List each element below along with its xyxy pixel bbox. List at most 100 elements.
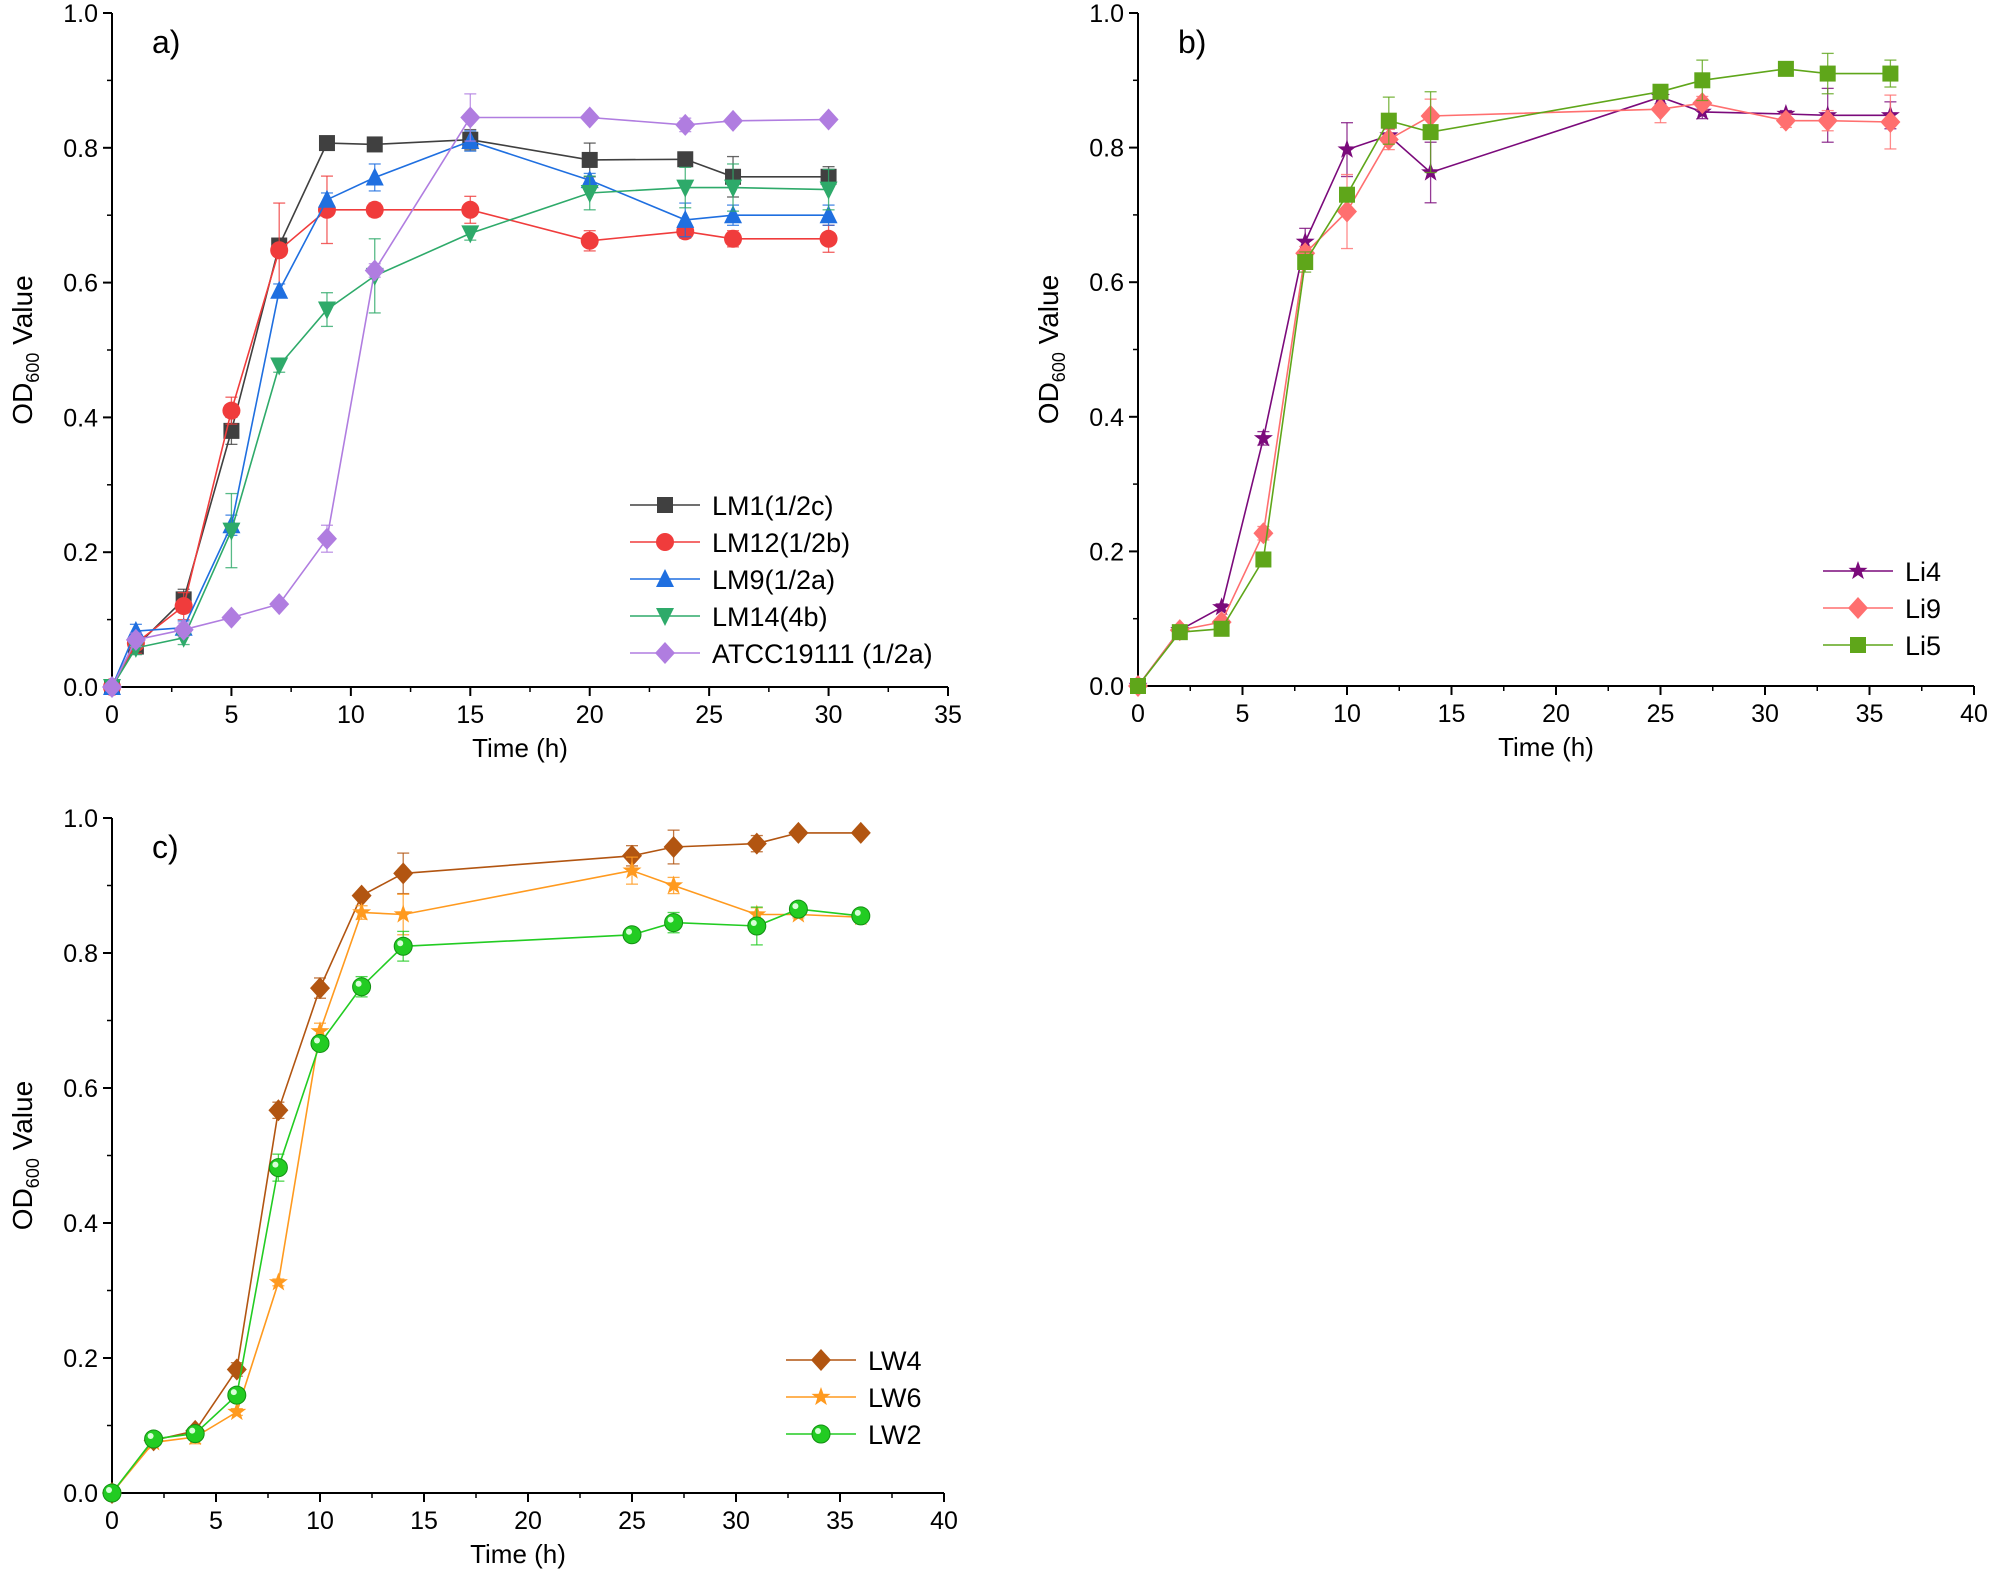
series-line [1137, 68, 1891, 687]
data-point-highlight [147, 1433, 154, 1439]
data-point [366, 136, 383, 153]
legend-item: LM1(1/2c) [630, 491, 834, 521]
data-point [1295, 231, 1315, 250]
x-tick-label: 40 [930, 1507, 958, 1535]
legend-label: LM9(1/2a) [712, 565, 835, 595]
legend-marker [1848, 597, 1868, 619]
x-tick-label: 25 [695, 701, 723, 729]
data-point [1817, 109, 1838, 132]
data-point-highlight [355, 980, 362, 987]
legend-marker [655, 642, 675, 664]
x-tick-label: 40 [1960, 700, 1988, 728]
legend-item: LM9(1/2a) [630, 565, 835, 595]
legend-item: Li5 [1823, 631, 1941, 661]
y-tick-label: 0.4 [63, 404, 98, 432]
legend-label: ATCC19111 (1/2a) [712, 639, 933, 669]
panel-label: c) [152, 829, 179, 865]
data-point [723, 109, 744, 132]
data-point [664, 875, 684, 894]
legend-marker [811, 1387, 831, 1406]
data-point [724, 179, 743, 198]
data-point [1212, 597, 1232, 616]
data-point [622, 860, 642, 879]
series-li9 [1128, 92, 1901, 697]
data-point [1380, 112, 1397, 129]
data-point-highlight [272, 1161, 279, 1168]
data-point [819, 229, 838, 248]
y-tick-label: 0.0 [1089, 673, 1124, 701]
series-line [111, 832, 861, 1494]
data-point-highlight [750, 920, 757, 926]
data-point [1777, 60, 1794, 77]
legend-label: LW4 [868, 1346, 922, 1376]
legend-label: Li4 [1905, 557, 1941, 587]
data-point [1253, 428, 1273, 447]
data-point [724, 205, 743, 224]
legend-marker [1848, 561, 1868, 580]
x-tick-label: 0 [105, 1507, 119, 1535]
data-point [1171, 624, 1188, 641]
x-tick-label: 30 [722, 1507, 750, 1535]
data-point [581, 151, 598, 168]
data-point [1694, 72, 1711, 89]
legend-label: LW6 [868, 1383, 922, 1413]
data-point [788, 899, 808, 919]
data-point-highlight [626, 928, 632, 935]
x-tick-label: 0 [105, 701, 119, 729]
y-tick-label: 0.2 [63, 539, 98, 567]
data-point [144, 1429, 164, 1449]
x-tick-label: 10 [306, 1507, 334, 1535]
data-point [222, 401, 241, 420]
data-point [1130, 678, 1146, 694]
data-point [270, 357, 289, 376]
data-point [393, 936, 413, 956]
legend-label: LW2 [868, 1420, 922, 1450]
data-point [226, 1358, 247, 1381]
x-tick-label: 0 [1131, 700, 1145, 728]
legend-label: LM12(1/2b) [712, 528, 850, 558]
data-point [269, 593, 290, 616]
data-point [268, 1099, 289, 1122]
data-point [268, 1158, 288, 1178]
x-tick-label: 15 [1438, 700, 1466, 728]
data-point [818, 108, 839, 131]
x-tick-label: 35 [826, 1507, 854, 1535]
data-point [1337, 139, 1357, 158]
x-tick-label: 10 [337, 701, 365, 729]
data-point [351, 884, 372, 907]
x-axis-label: Time (h) [472, 733, 568, 763]
data-point [393, 862, 414, 885]
data-point [227, 1402, 247, 1421]
data-point [580, 231, 599, 250]
series-line [111, 908, 861, 1494]
x-tick-label: 15 [410, 1507, 438, 1535]
data-point [1882, 65, 1899, 82]
series-line [1137, 102, 1891, 687]
data-point [851, 906, 871, 926]
y-axis-label: OD600 Value [7, 275, 43, 424]
y-tick-label: 0.4 [1089, 404, 1124, 432]
data-point [747, 916, 767, 936]
data-point [185, 1424, 205, 1444]
data-point [788, 821, 809, 844]
legend-label: Li9 [1905, 594, 1941, 624]
data-point [365, 167, 384, 186]
y-tick-label: 0.8 [63, 135, 98, 163]
x-tick-label: 20 [1542, 700, 1570, 728]
data-point [1819, 65, 1836, 82]
legend-marker [656, 608, 674, 626]
data-point-highlight [230, 1389, 237, 1396]
y-tick-label: 0.8 [1089, 135, 1124, 163]
data-point [1339, 186, 1355, 203]
data-point [102, 676, 122, 698]
data-point [461, 225, 480, 244]
panel-label: b) [1178, 24, 1206, 60]
data-point [102, 1483, 122, 1503]
data-point [317, 189, 336, 208]
data-point [663, 836, 684, 859]
data-point [461, 200, 480, 219]
legend-marker [811, 1349, 831, 1371]
data-point [724, 229, 743, 248]
chart-panel-c: 0 5 10 15 20 25 30 35 40 0.0 0.2 0.4 0.6 0.8 1.0 Time (… [7, 805, 958, 1569]
x-tick-label: 5 [1236, 700, 1250, 728]
